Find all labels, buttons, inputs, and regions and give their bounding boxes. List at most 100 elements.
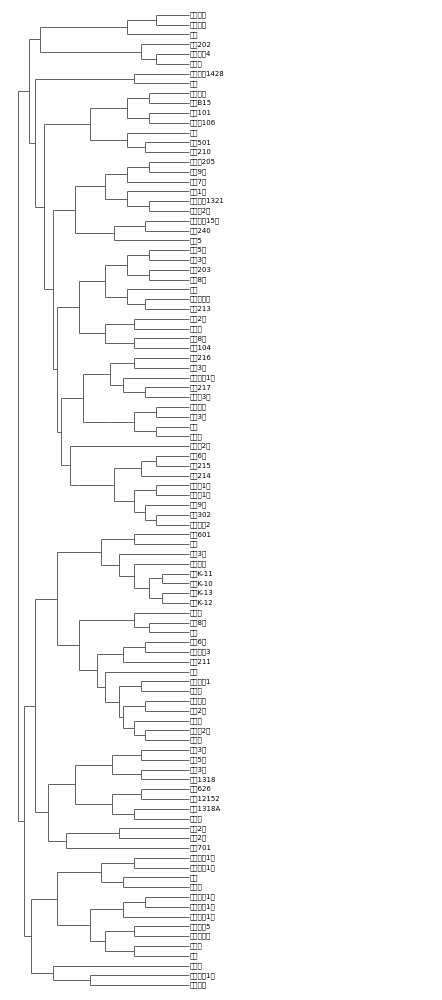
Text: 卡塞尔1号: 卡塞尔1号 (190, 482, 211, 489)
Text: 阔纪: 阔纪 (190, 874, 198, 881)
Text: 京番601: 京番601 (190, 531, 212, 538)
Text: 粉帅8号: 粉帅8号 (190, 335, 207, 342)
Text: 中川厚: 中川厚 (190, 609, 203, 616)
Text: 中株302: 中株302 (190, 511, 212, 518)
Text: 粉泰8号: 粉泰8号 (190, 276, 207, 283)
Text: 亿源K-10: 亿源K-10 (190, 580, 213, 587)
Text: 郑番12152: 郑番12152 (190, 796, 221, 802)
Text: 红剑5号: 红剑5号 (190, 247, 207, 253)
Text: 郑番1318A: 郑番1318A (190, 805, 221, 812)
Text: 宗耀: 宗耀 (190, 668, 198, 675)
Text: 京番黄星1号: 京番黄星1号 (190, 854, 216, 861)
Text: 农博粉番1428: 农博粉番1428 (190, 70, 225, 77)
Text: 鲁番7号: 鲁番7号 (190, 178, 207, 185)
Text: 佰盈: 佰盈 (190, 129, 198, 136)
Text: 百胜: 百胜 (190, 80, 198, 87)
Text: 农博粉番15号: 农博粉番15号 (190, 217, 220, 224)
Text: 高抗新星: 高抗新星 (190, 982, 207, 988)
Text: 京番3号: 京番3号 (190, 747, 207, 753)
Text: 京番中彩1号: 京番中彩1号 (190, 913, 216, 920)
Text: 粉探照: 粉探照 (190, 737, 203, 743)
Text: 金圆宝106: 金圆宝106 (190, 119, 216, 126)
Text: 夏日阳光: 夏日阳光 (190, 12, 207, 18)
Text: 洛贝娜: 洛贝娜 (190, 688, 203, 694)
Text: 安娜: 安娜 (190, 423, 198, 430)
Text: 超达利: 超达利 (190, 962, 203, 969)
Text: 进农番茄3: 进农番茄3 (190, 649, 211, 655)
Text: 婚粉六号: 婚粉六号 (190, 404, 207, 410)
Text: 婚番626: 婚番626 (190, 786, 212, 792)
Text: 西农1号: 西农1号 (190, 188, 207, 195)
Text: 卡塞尔3号: 卡塞尔3号 (190, 394, 211, 400)
Text: 中亚211: 中亚211 (190, 658, 212, 665)
Text: 京番紫星1号: 京番紫星1号 (190, 903, 216, 910)
Text: 锦奇: 锦奇 (190, 629, 198, 636)
Text: 枸杞202: 枸杞202 (190, 41, 212, 48)
Text: 金色王子: 金色王子 (190, 21, 207, 28)
Text: 维也纳1号: 维也纳1号 (190, 492, 211, 498)
Text: 红樱桃: 红樱桃 (190, 943, 203, 949)
Text: 京番彩星1号: 京番彩星1号 (190, 972, 216, 979)
Text: 亿源K-12: 亿源K-12 (190, 600, 213, 606)
Text: 维也纳2号: 维也纳2号 (190, 443, 211, 449)
Text: 京番绿星1号: 京番绿星1号 (190, 894, 216, 900)
Text: 中亚214: 中亚214 (190, 472, 212, 479)
Text: 粉金刚: 粉金刚 (190, 325, 203, 332)
Text: 汉蔬八号: 汉蔬八号 (190, 560, 207, 567)
Text: 汉蔬五号: 汉蔬五号 (190, 90, 207, 97)
Text: 中亚215: 中亚215 (190, 462, 212, 469)
Text: 鲁番3号: 鲁番3号 (190, 551, 207, 557)
Text: 金粉6号: 金粉6号 (190, 453, 207, 459)
Text: 亿源K-13: 亿源K-13 (190, 590, 213, 596)
Text: 进农番茄4: 进农番茄4 (190, 51, 211, 57)
Text: 改良奥思娜: 改良奥思娜 (190, 296, 211, 302)
Text: 京番203: 京番203 (190, 266, 212, 273)
Text: 桔红美娜: 桔红美娜 (190, 698, 207, 704)
Text: 金粉5号: 金粉5号 (190, 756, 207, 763)
Text: 亿源K-11: 亿源K-11 (190, 570, 213, 577)
Text: 多拉: 多拉 (190, 31, 198, 38)
Text: 东方美: 东方美 (190, 717, 203, 724)
Text: 粉嫩嫩: 粉嫩嫩 (190, 61, 203, 67)
Text: 超达利2号: 超达利2号 (190, 727, 211, 734)
Text: 立板3号: 立板3号 (190, 413, 207, 420)
Text: 客川B15: 客川B15 (190, 100, 212, 106)
Text: 金粉9号: 金粉9号 (190, 502, 207, 508)
Text: 金圆宝205: 金圆宝205 (190, 159, 216, 165)
Text: 中亚213: 中亚213 (190, 306, 212, 312)
Text: 农博粉番1号: 农博粉番1号 (190, 374, 216, 381)
Text: 瑞番2号: 瑞番2号 (190, 825, 207, 832)
Text: 鸿福: 鸿福 (190, 952, 198, 959)
Text: 瑞星5: 瑞星5 (190, 237, 203, 244)
Text: 进农番茄2: 进农番茄2 (190, 521, 211, 528)
Text: 春番3号: 春番3号 (190, 257, 207, 263)
Text: 多番6号: 多番6号 (190, 639, 207, 645)
Text: 多番3号: 多番3号 (190, 766, 207, 773)
Text: 婚娘: 婚娘 (190, 541, 198, 547)
Text: 多番1318: 多番1318 (190, 776, 217, 783)
Text: 进农番茄1: 进农番茄1 (190, 678, 211, 685)
Text: 中亚217: 中亚217 (190, 384, 212, 391)
Text: 西农3号: 西农3号 (190, 364, 207, 371)
Text: 多番8号: 多番8号 (190, 619, 207, 626)
Text: 阿来拉: 阿来拉 (190, 433, 203, 440)
Text: 立板2号: 立板2号 (190, 707, 207, 714)
Text: 台友101: 台友101 (190, 110, 212, 116)
Text: 粉帅9号: 粉帅9号 (190, 168, 207, 175)
Text: 凯撒: 凯撒 (190, 286, 198, 293)
Text: 中疏210: 中疏210 (190, 149, 212, 155)
Text: 贝特2号: 贝特2号 (190, 835, 207, 841)
Text: 中疏216: 中疏216 (190, 355, 212, 361)
Text: 京番红罗1号: 京番红罗1号 (190, 864, 216, 871)
Text: 帅达240: 帅达240 (190, 227, 212, 234)
Text: 齐达利: 齐达利 (190, 815, 203, 822)
Text: 红宝来: 红宝来 (190, 884, 203, 890)
Text: 农博粉番1321: 农博粉番1321 (190, 198, 225, 204)
Text: 京番104: 京番104 (190, 345, 212, 351)
Text: 京番701: 京番701 (190, 845, 212, 851)
Text: 西农2号: 西农2号 (190, 315, 207, 322)
Text: 京番501: 京番501 (190, 139, 212, 146)
Text: 进农番茄5: 进农番茄5 (190, 923, 211, 930)
Text: 卡塞尔2号: 卡塞尔2号 (190, 208, 211, 214)
Text: 京番相思豆: 京番相思豆 (190, 933, 211, 939)
